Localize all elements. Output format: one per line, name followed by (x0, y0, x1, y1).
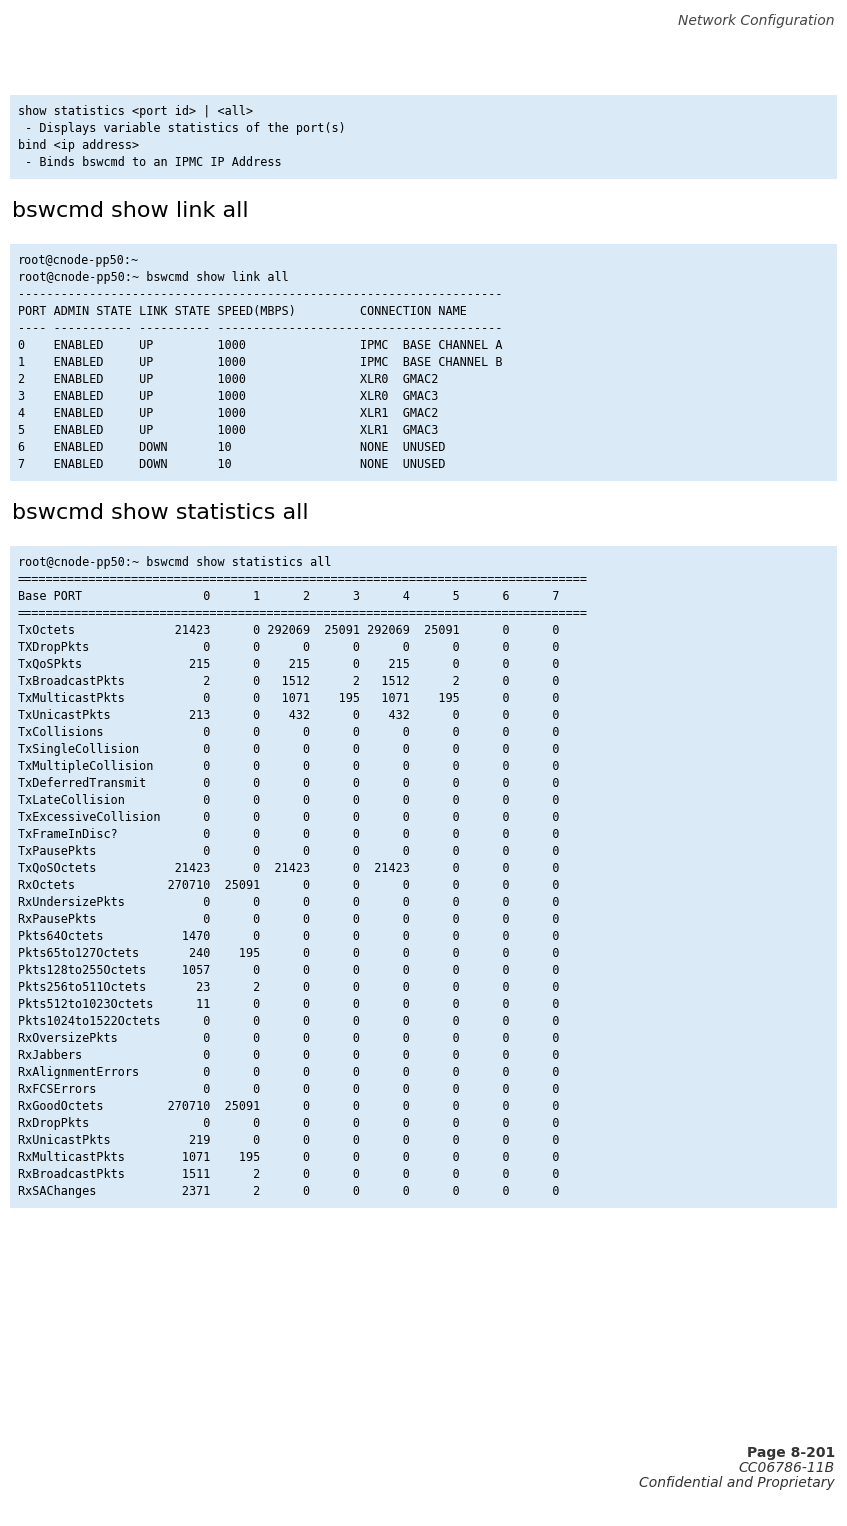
Text: show statistics <port id> | <all>: show statistics <port id> | <all> (18, 105, 253, 118)
Text: RxGoodOctets         270710  25091      0      0      0      0      0      0: RxGoodOctets 270710 25091 0 0 0 0 0 0 (18, 1100, 560, 1112)
FancyBboxPatch shape (10, 244, 837, 481)
Text: RxUnicastPkts           219      0      0      0      0      0      0      0: RxUnicastPkts 219 0 0 0 0 0 0 0 (18, 1134, 560, 1146)
Text: TxPausePkts               0      0      0      0      0      0      0      0: TxPausePkts 0 0 0 0 0 0 0 0 (18, 844, 560, 858)
Text: RxOctets             270710  25091      0      0      0      0      0      0: RxOctets 270710 25091 0 0 0 0 0 0 (18, 879, 560, 891)
Text: RxPausePkts               0      0      0      0      0      0      0      0: RxPausePkts 0 0 0 0 0 0 0 0 (18, 913, 560, 926)
Text: Base PORT                 0      1      2      3      4      5      6      7: Base PORT 0 1 2 3 4 5 6 7 (18, 589, 560, 603)
Text: TxQoSOctets           21423      0  21423      0  21423      0      0      0: TxQoSOctets 21423 0 21423 0 21423 0 0 0 (18, 862, 560, 874)
Text: 3    ENABLED     UP         1000                XLR0  GMAC3: 3 ENABLED UP 1000 XLR0 GMAC3 (18, 389, 439, 403)
Text: TxBroadcastPkts           2      0   1512      2   1512      2      0      0: TxBroadcastPkts 2 0 1512 2 1512 2 0 0 (18, 674, 560, 688)
Text: Pkts128to255Octets     1057      0      0      0      0      0      0      0: Pkts128to255Octets 1057 0 0 0 0 0 0 0 (18, 963, 560, 977)
Text: CC06786-11B: CC06786-11B (739, 1460, 835, 1476)
Text: RxUndersizePkts           0      0      0      0      0      0      0      0: RxUndersizePkts 0 0 0 0 0 0 0 0 (18, 896, 560, 908)
Text: TxOctets              21423      0 292069  25091 292069  25091      0      0: TxOctets 21423 0 292069 25091 292069 250… (18, 624, 560, 636)
Text: RxAlignmentErrors         0      0      0      0      0      0      0      0: RxAlignmentErrors 0 0 0 0 0 0 0 0 (18, 1065, 560, 1079)
Text: ---- ----------- ---------- ----------------------------------------: ---- ----------- ---------- ------------… (18, 322, 502, 334)
Text: bind <ip address>: bind <ip address> (18, 139, 139, 153)
Text: RxMulticastPkts        1071    195      0      0      0      0      0      0: RxMulticastPkts 1071 195 0 0 0 0 0 0 (18, 1151, 560, 1164)
Text: bswcmd show link all: bswcmd show link all (12, 201, 249, 221)
Text: TxQoSPkts               215      0    215      0    215      0      0      0: TxQoSPkts 215 0 215 0 215 0 0 0 (18, 658, 560, 670)
Text: bswcmd show statistics all: bswcmd show statistics all (12, 502, 308, 523)
Text: RxOversizePkts            0      0      0      0      0      0      0      0: RxOversizePkts 0 0 0 0 0 0 0 0 (18, 1032, 560, 1045)
Text: Network Configuration: Network Configuration (678, 14, 835, 27)
FancyBboxPatch shape (10, 546, 837, 1207)
Text: root@cnode-pp50:~ bswcmd show statistics all: root@cnode-pp50:~ bswcmd show statistics… (18, 555, 331, 569)
FancyBboxPatch shape (10, 95, 837, 179)
Text: TxSingleCollision         0      0      0      0      0      0      0      0: TxSingleCollision 0 0 0 0 0 0 0 0 (18, 743, 560, 755)
Text: RxDropPkts                0      0      0      0      0      0      0      0: RxDropPkts 0 0 0 0 0 0 0 0 (18, 1117, 560, 1129)
Text: RxFCSErrors               0      0      0      0      0      0      0      0: RxFCSErrors 0 0 0 0 0 0 0 0 (18, 1082, 560, 1096)
Text: TxUnicastPkts           213      0    432      0    432      0      0      0: TxUnicastPkts 213 0 432 0 432 0 0 0 (18, 708, 560, 722)
Text: TxDeferredTransmit        0      0      0      0      0      0      0      0: TxDeferredTransmit 0 0 0 0 0 0 0 0 (18, 777, 560, 789)
Text: RxJabbers                 0      0      0      0      0      0      0      0: RxJabbers 0 0 0 0 0 0 0 0 (18, 1048, 560, 1062)
Text: 6    ENABLED     DOWN       10                  NONE  UNUSED: 6 ENABLED DOWN 10 NONE UNUSED (18, 441, 446, 453)
Text: ================================================================================: ========================================… (18, 572, 588, 586)
Text: 2    ENABLED     UP         1000                XLR0  GMAC2: 2 ENABLED UP 1000 XLR0 GMAC2 (18, 372, 439, 386)
Text: TxFrameInDisc?            0      0      0      0      0      0      0      0: TxFrameInDisc? 0 0 0 0 0 0 0 0 (18, 827, 560, 841)
Text: 0    ENABLED     UP         1000                IPMC  BASE CHANNEL A: 0 ENABLED UP 1000 IPMC BASE CHANNEL A (18, 339, 502, 353)
Text: Pkts1024to1522Octets      0      0      0      0      0      0      0      0: Pkts1024to1522Octets 0 0 0 0 0 0 0 0 (18, 1015, 560, 1027)
Text: TxExcessiveCollision      0      0      0      0      0      0      0      0: TxExcessiveCollision 0 0 0 0 0 0 0 0 (18, 810, 560, 824)
Text: 1    ENABLED     UP         1000                IPMC  BASE CHANNEL B: 1 ENABLED UP 1000 IPMC BASE CHANNEL B (18, 356, 510, 369)
Text: 5    ENABLED     UP         1000                XLR1  GMAC3: 5 ENABLED UP 1000 XLR1 GMAC3 (18, 424, 439, 436)
Text: Confidential and Proprietary: Confidential and Proprietary (639, 1476, 835, 1489)
Text: ================================================================================: ========================================… (18, 607, 588, 620)
Text: root@cnode-pp50:~: root@cnode-pp50:~ (18, 253, 139, 267)
Text: Pkts64Octets           1470      0      0      0      0      0      0      0: Pkts64Octets 1470 0 0 0 0 0 0 0 (18, 929, 560, 943)
Text: PORT ADMIN STATE LINK STATE SPEED(MBPS)         CONNECTION NAME: PORT ADMIN STATE LINK STATE SPEED(MBPS) … (18, 305, 467, 317)
Text: Pkts512to1023Octets      11      0      0      0      0      0      0      0: Pkts512to1023Octets 11 0 0 0 0 0 0 0 (18, 998, 560, 1010)
Text: 4    ENABLED     UP         1000                XLR1  GMAC2: 4 ENABLED UP 1000 XLR1 GMAC2 (18, 407, 439, 420)
Text: TxMulticastPkts           0      0   1071    195   1071    195      0      0: TxMulticastPkts 0 0 1071 195 1071 195 0 … (18, 691, 560, 705)
Text: 7    ENABLED     DOWN       10                  NONE  UNUSED: 7 ENABLED DOWN 10 NONE UNUSED (18, 458, 446, 472)
Text: Page 8-201: Page 8-201 (747, 1447, 835, 1460)
Text: - Displays variable statistics of the port(s): - Displays variable statistics of the po… (18, 122, 346, 134)
Text: Pkts256to511Octets       23      2      0      0      0      0      0      0: Pkts256to511Octets 23 2 0 0 0 0 0 0 (18, 981, 560, 993)
Text: RxBroadcastPkts        1511      2      0      0      0      0      0      0: RxBroadcastPkts 1511 2 0 0 0 0 0 0 (18, 1167, 560, 1181)
Text: TxMultipleCollision       0      0      0      0      0      0      0      0: TxMultipleCollision 0 0 0 0 0 0 0 0 (18, 760, 560, 772)
Text: TXDropPkts                0      0      0      0      0      0      0      0: TXDropPkts 0 0 0 0 0 0 0 0 (18, 641, 560, 653)
Text: TxCollisions              0      0      0      0      0      0      0      0: TxCollisions 0 0 0 0 0 0 0 0 (18, 725, 560, 739)
Text: RxSAChanges            2371      2      0      0      0      0      0      0: RxSAChanges 2371 2 0 0 0 0 0 0 (18, 1184, 560, 1198)
Text: Pkts65to127Octets       240    195      0      0      0      0      0      0: Pkts65to127Octets 240 195 0 0 0 0 0 0 (18, 946, 560, 960)
Text: --------------------------------------------------------------------: ----------------------------------------… (18, 288, 502, 301)
Text: TxLateCollision           0      0      0      0      0      0      0      0: TxLateCollision 0 0 0 0 0 0 0 0 (18, 794, 560, 807)
Text: - Binds bswcmd to an IPMC IP Address: - Binds bswcmd to an IPMC IP Address (18, 156, 281, 169)
Text: root@cnode-pp50:~ bswcmd show link all: root@cnode-pp50:~ bswcmd show link all (18, 270, 289, 284)
